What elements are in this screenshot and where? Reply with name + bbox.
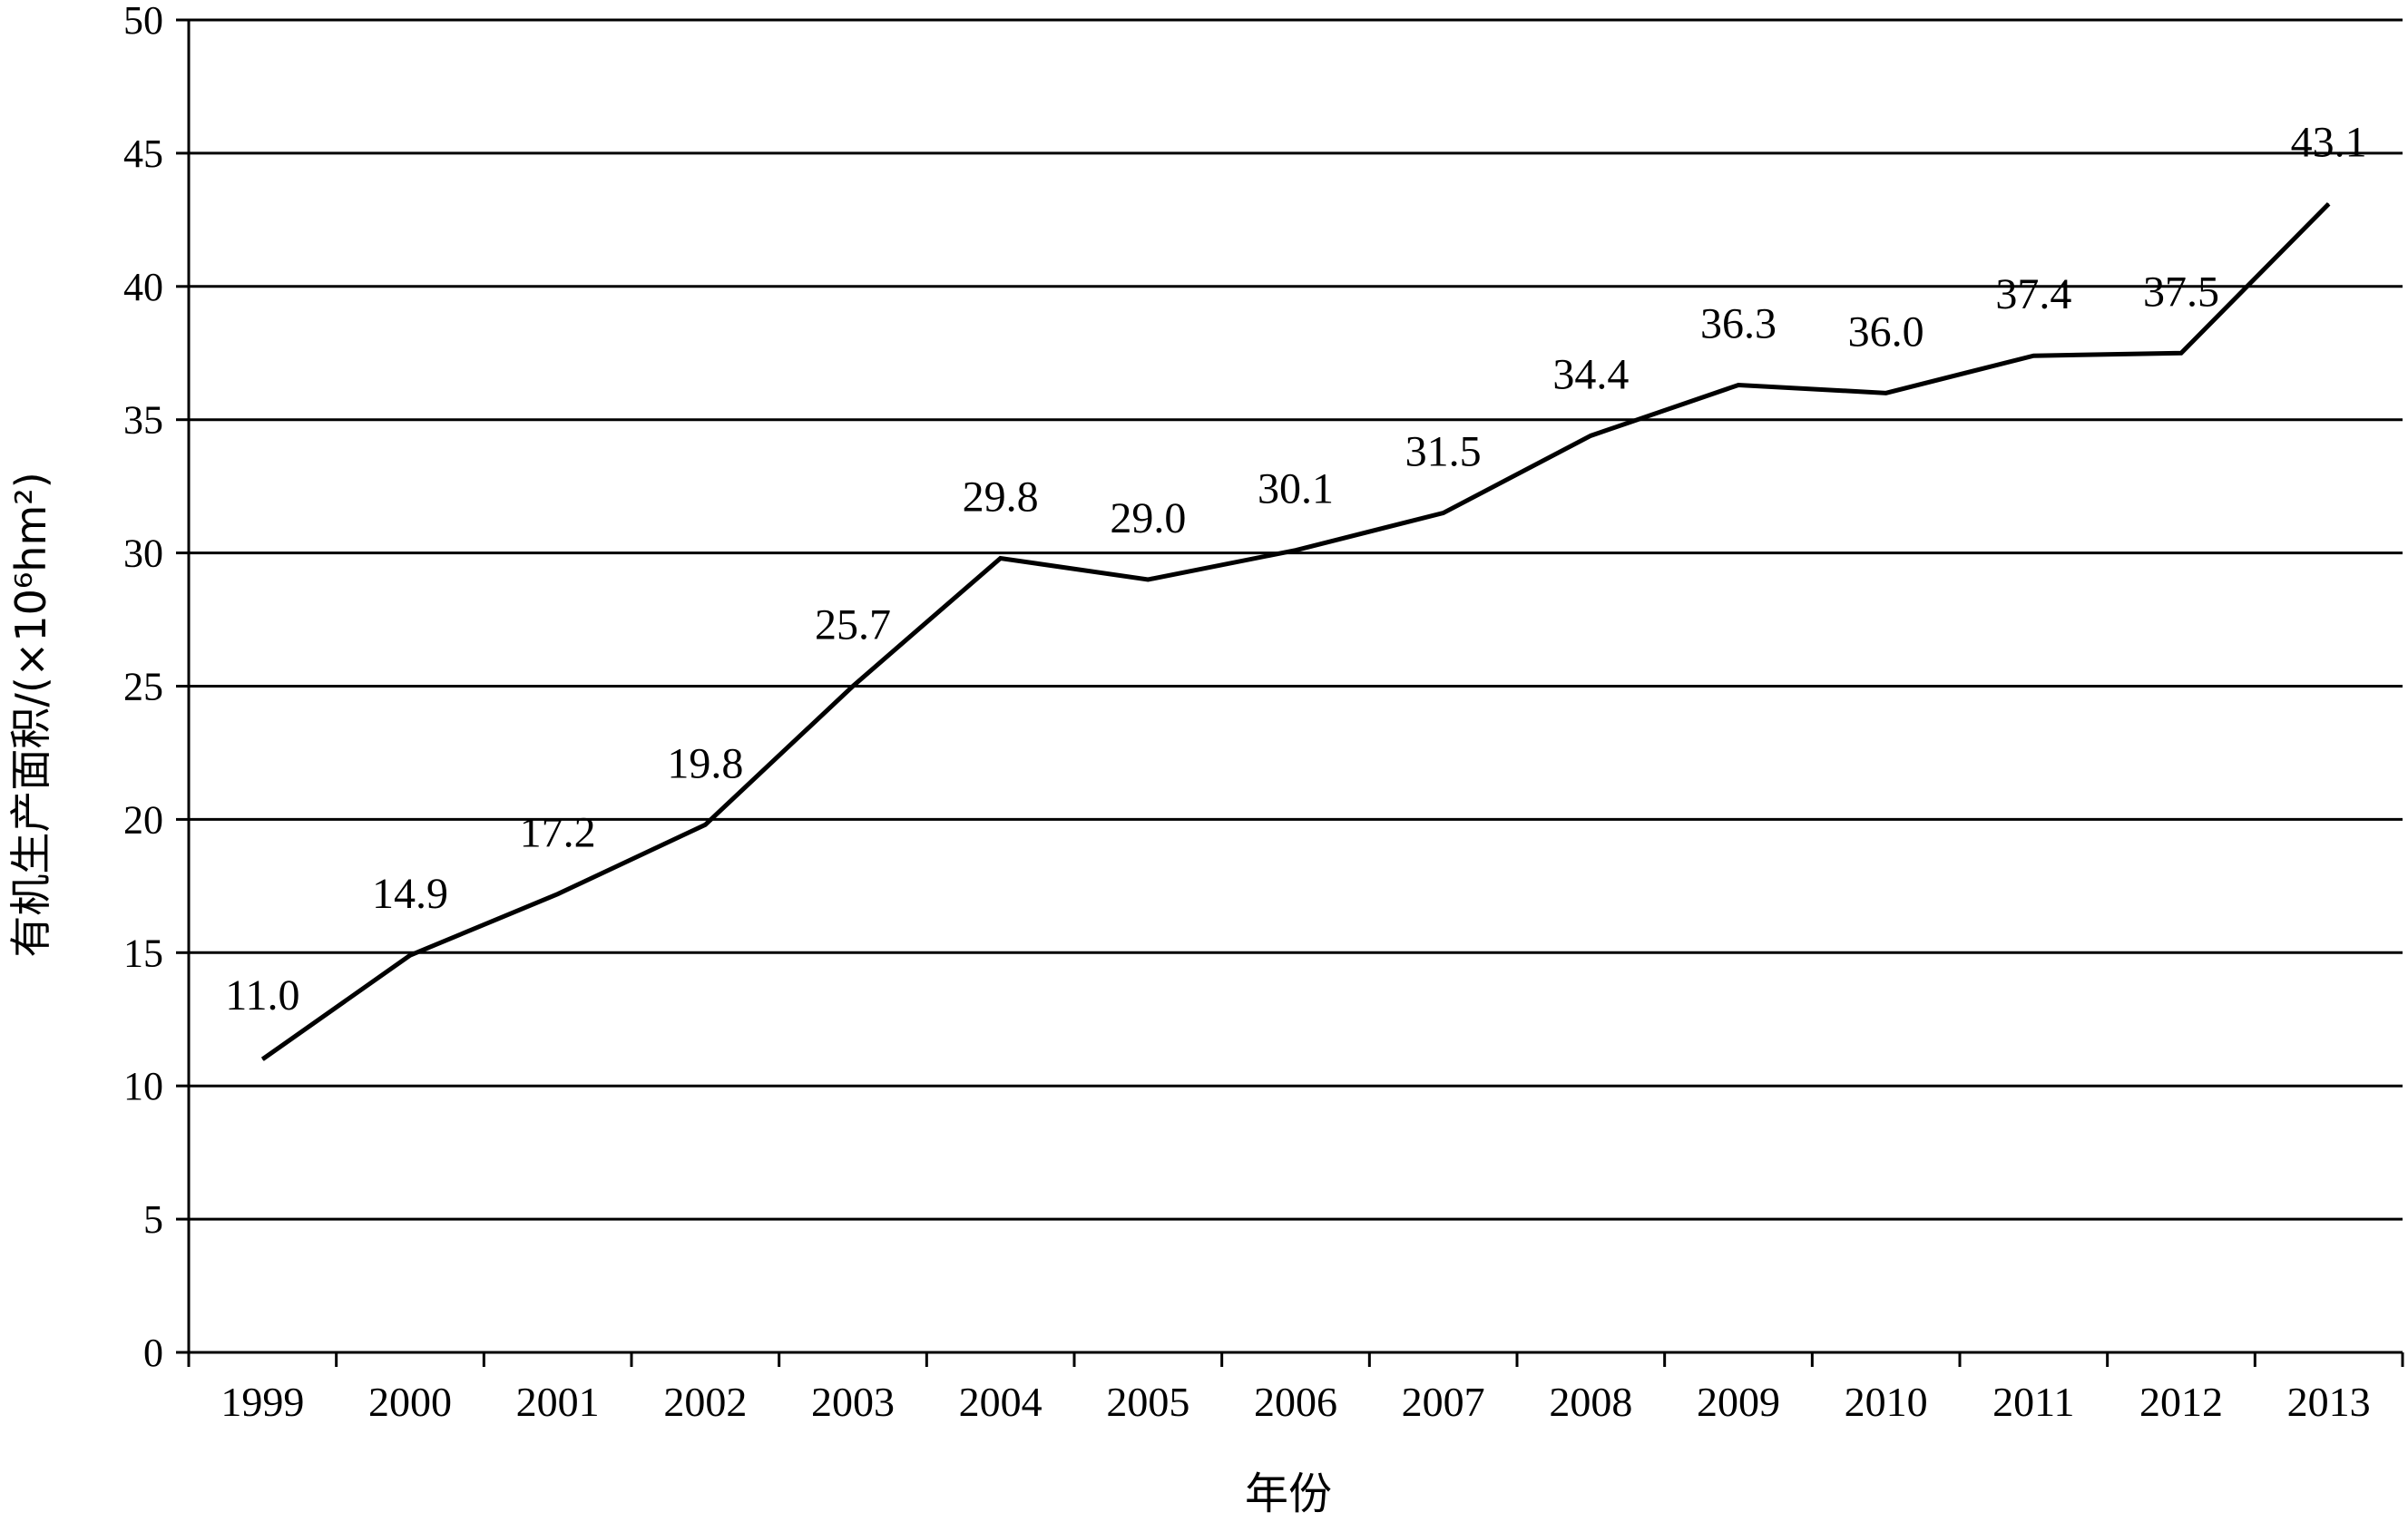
- x-tick-label-2012: 2012: [2139, 1379, 2223, 1425]
- data-point-2003: [852, 686, 854, 687]
- data-label-2002: 19.8: [667, 739, 743, 787]
- x-tick-label-1999: 1999: [220, 1379, 304, 1425]
- x-tick-label-2010: 2010: [1845, 1379, 1928, 1425]
- x-tick-label-2006: 2006: [1254, 1379, 1337, 1425]
- x-axis-ticks: 1999 2000 2001 2002 2003 2004 2005 2006 2007 2008…: [187, 1352, 2404, 1425]
- y-tick-label-45: 45: [123, 132, 163, 176]
- y-tick-label-25: 25: [123, 665, 163, 709]
- x-tick-label-2011: 2011: [1992, 1379, 2074, 1425]
- x-tick-label-2003: 2003: [811, 1379, 895, 1425]
- data-point-2010: [1885, 392, 1887, 394]
- y-axis-ticks: 0 5 10 15 20 25 30 35 40 45 50: [123, 0, 189, 1375]
- x-tick-label-2001: 2001: [516, 1379, 600, 1425]
- y-tick-label-10: 10: [123, 1064, 163, 1108]
- data-label-1999: 11.0: [225, 971, 299, 1020]
- data-point-2002: [704, 824, 706, 825]
- data-label-2008: 34.4: [1552, 350, 1629, 398]
- data-point-2012: [2180, 352, 2182, 354]
- data-point-2013: [2328, 203, 2330, 205]
- y-tick-label-20: 20: [123, 797, 163, 842]
- data-point-2001: [557, 893, 559, 895]
- x-tick-label-2004: 2004: [959, 1379, 1042, 1425]
- x-tick-label-2007: 2007: [1402, 1379, 1485, 1425]
- series-line-0: [260, 201, 2331, 1061]
- y-tick-label-40: 40: [123, 265, 163, 309]
- x-tick-label-2009: 2009: [1697, 1379, 1780, 1425]
- y-tick-label-30: 30: [123, 532, 163, 576]
- x-tick-label-2000: 2000: [368, 1379, 452, 1425]
- data-point-2005: [1147, 579, 1149, 581]
- data-label-2009: 36.3: [1700, 300, 1777, 348]
- data-label-2004: 29.8: [963, 473, 1039, 521]
- y-tick-label-35: 35: [123, 398, 163, 443]
- y-tick-label-50: 50: [123, 0, 163, 43]
- data-point-2004: [1000, 557, 1002, 559]
- x-axis-title: 年份: [1245, 1468, 1332, 1519]
- data-labels: 11.0 14.9 17.2 19.8 25.7 29.8 29.0 30.1 31.5 34.4…: [225, 119, 2366, 1020]
- x-tick-label-2008: 2008: [1549, 1379, 1632, 1425]
- y-tick-label-0: 0: [143, 1331, 163, 1375]
- x-tick-label-2002: 2002: [663, 1379, 747, 1425]
- series-group: [260, 201, 2331, 1061]
- data-label-2003: 25.7: [815, 601, 891, 649]
- y-tick-label-5: 5: [143, 1197, 163, 1242]
- gridlines: [189, 18, 2403, 1221]
- data-point-2007: [1443, 512, 1444, 514]
- data-point-2000: [409, 954, 411, 956]
- data-point-2006: [1295, 550, 1297, 551]
- data-label-2006: 30.1: [1258, 465, 1334, 513]
- data-label-2001: 17.2: [520, 809, 596, 857]
- y-axis-title: 有机生产面积/(×10⁶hm²): [6, 472, 55, 957]
- data-label-2012: 37.5: [2143, 268, 2219, 316]
- data-label-2007: 31.5: [1405, 428, 1482, 476]
- data-label-2000: 14.9: [372, 870, 448, 918]
- data-label-2011: 37.4: [1995, 270, 2071, 318]
- data-label-2010: 36.0: [1848, 307, 1924, 356]
- data-label-2005: 29.0: [1110, 494, 1186, 542]
- x-tick-label-2013: 2013: [2287, 1379, 2371, 1425]
- data-label-2013: 43.1: [2291, 119, 2367, 167]
- y-tick-label-15: 15: [123, 931, 163, 975]
- x-tick-label-2005: 2005: [1106, 1379, 1189, 1425]
